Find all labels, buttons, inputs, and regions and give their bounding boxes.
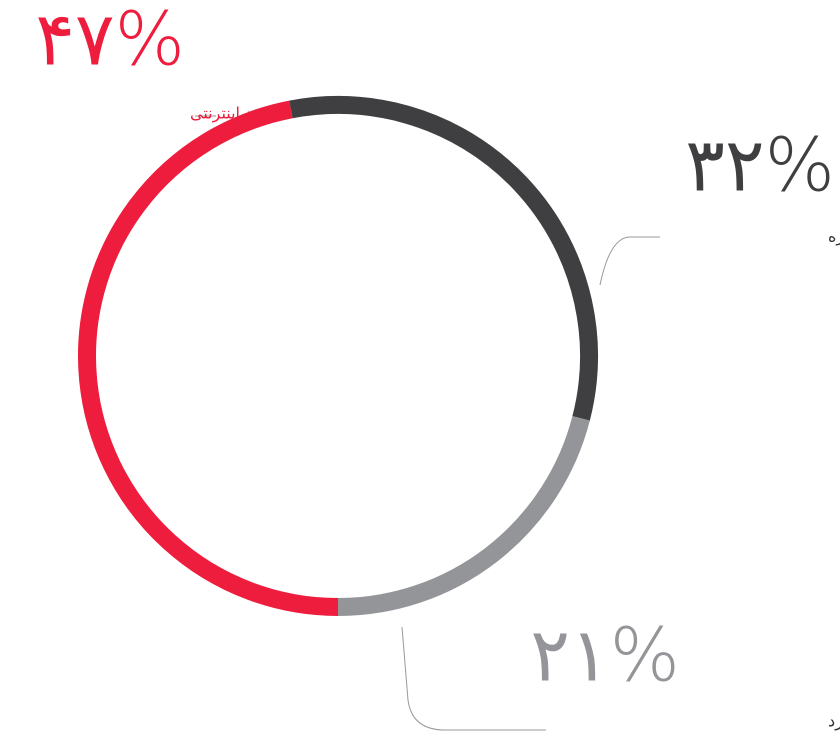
value-label: ۴۷% — [35, 0, 185, 83]
donut-segment — [78, 100, 339, 616]
donut-segment — [337, 416, 590, 616]
value-label: ۳۲% — [685, 123, 835, 209]
donut-segment — [289, 96, 598, 421]
category-label: خرید اینترنتی — [190, 104, 277, 124]
leader-line — [599, 236, 660, 286]
leader-line — [401, 626, 546, 731]
category-label: بستگی به شرایط و نوع کالا دارد — [828, 712, 840, 732]
value-label: ۲۱% — [530, 613, 680, 699]
category-label: مراجعه به مغازه — [828, 227, 840, 247]
